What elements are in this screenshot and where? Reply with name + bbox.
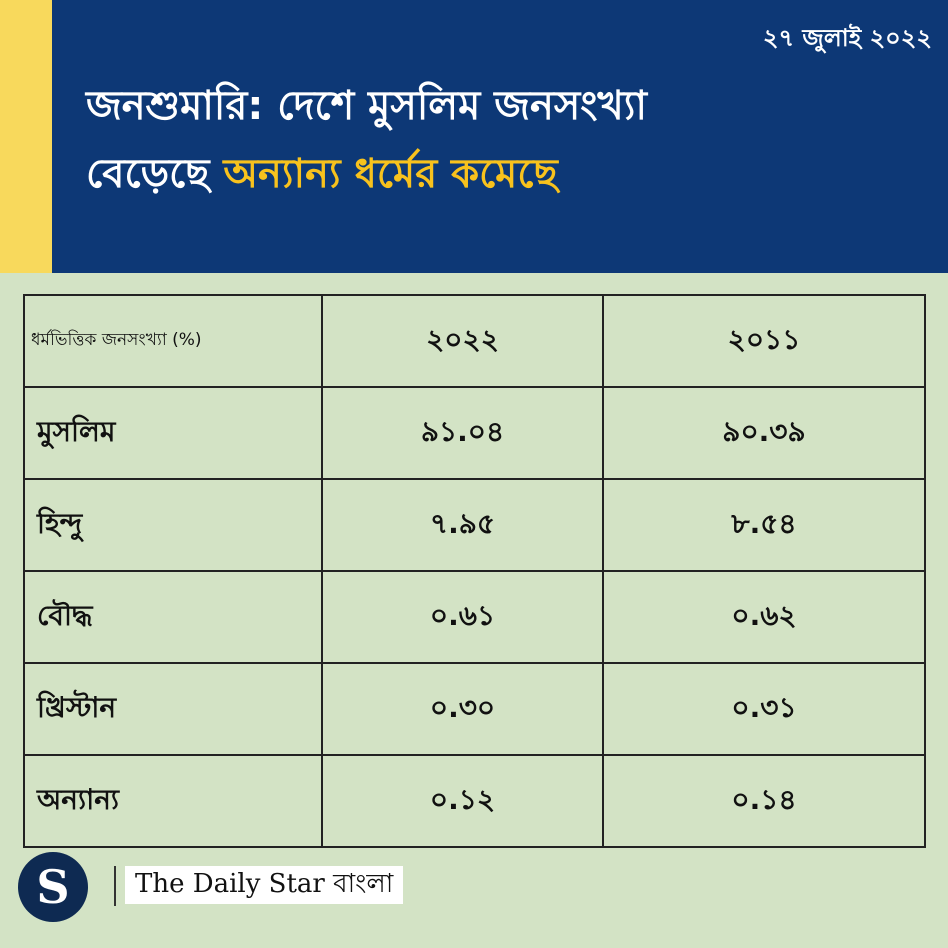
value-2011: ৯০.৩৯ [602,386,926,480]
table-row: অন্যান্য ০.১২ ০.১৪ [23,754,926,848]
value-2022: ৯১.০৪ [321,386,604,480]
table-row: হিন্দু ৭.৯৫ ৮.৫৪ [23,478,926,572]
logo-letter: S [36,860,70,914]
table-row: মুসলিম ৯১.০৪ ৯০.৩৯ [23,386,926,480]
column-header-2011: ২০১১ [602,294,926,388]
brand-text: The Daily Star বাংলা [135,869,394,899]
table-row: বৌদ্ধ ০.৬১ ০.৬২ [23,570,926,664]
row-label: হিন্দু [23,478,323,572]
headline: জনশুমারি: দেশে মুসলিম জনসংখ্যা বেড়েছে অ… [86,72,886,208]
value-2022: ০.৩০ [321,662,604,756]
table-header-row: ধর্মভিত্তিক জনসংখ্যা (%) ২০২২ ২০১১ [23,294,926,388]
row-label: খ্রিস্টান [23,662,323,756]
date-label: ২৭ জুলাই ২০২২ [762,24,932,52]
daily-star-logo-icon: S [18,852,88,922]
column-header-category: ধর্মভিত্তিক জনসংখ্যা (%) [23,294,323,388]
value-2022: ৭.৯৫ [321,478,604,572]
value-2011: ০.৩১ [602,662,926,756]
accent-bar [0,0,52,273]
row-label: অন্যান্য [23,754,323,848]
headline-line-1: জনশুমারি: দেশে মুসলিম জনসংখ্যা [86,83,647,129]
row-label: মুসলিম [23,386,323,480]
religion-population-table: ধর্মভিত্তিক জনসংখ্যা (%) ২০২২ ২০১১ মুসলি… [23,294,926,848]
value-2022: ০.১২ [321,754,604,848]
header-banner: ২৭ জুলাই ২০২২ জনশুমারি: দেশে মুসলিম জনসং… [0,0,948,273]
headline-highlight-text: অন্যান্য ধর্মের কমেছে [223,151,558,197]
value-2011: ৮.৫৪ [602,478,926,572]
value-2011: ০.৬২ [602,570,926,664]
brand-wordmark: The Daily Star বাংলা [125,866,404,904]
headline-line-2: বেড়েছে অন্যান্য ধর্মের কমেছে [86,140,886,208]
row-label: বৌদ্ধ [23,570,323,664]
value-2022: ০.৬১ [321,570,604,664]
column-header-2022: ২০২২ [321,294,604,388]
headline-plain-text: বেড়েছে [86,151,210,197]
table-row: খ্রিস্টান ০.৩০ ০.৩১ [23,662,926,756]
footer-divider [114,866,116,906]
value-2011: ০.১৪ [602,754,926,848]
